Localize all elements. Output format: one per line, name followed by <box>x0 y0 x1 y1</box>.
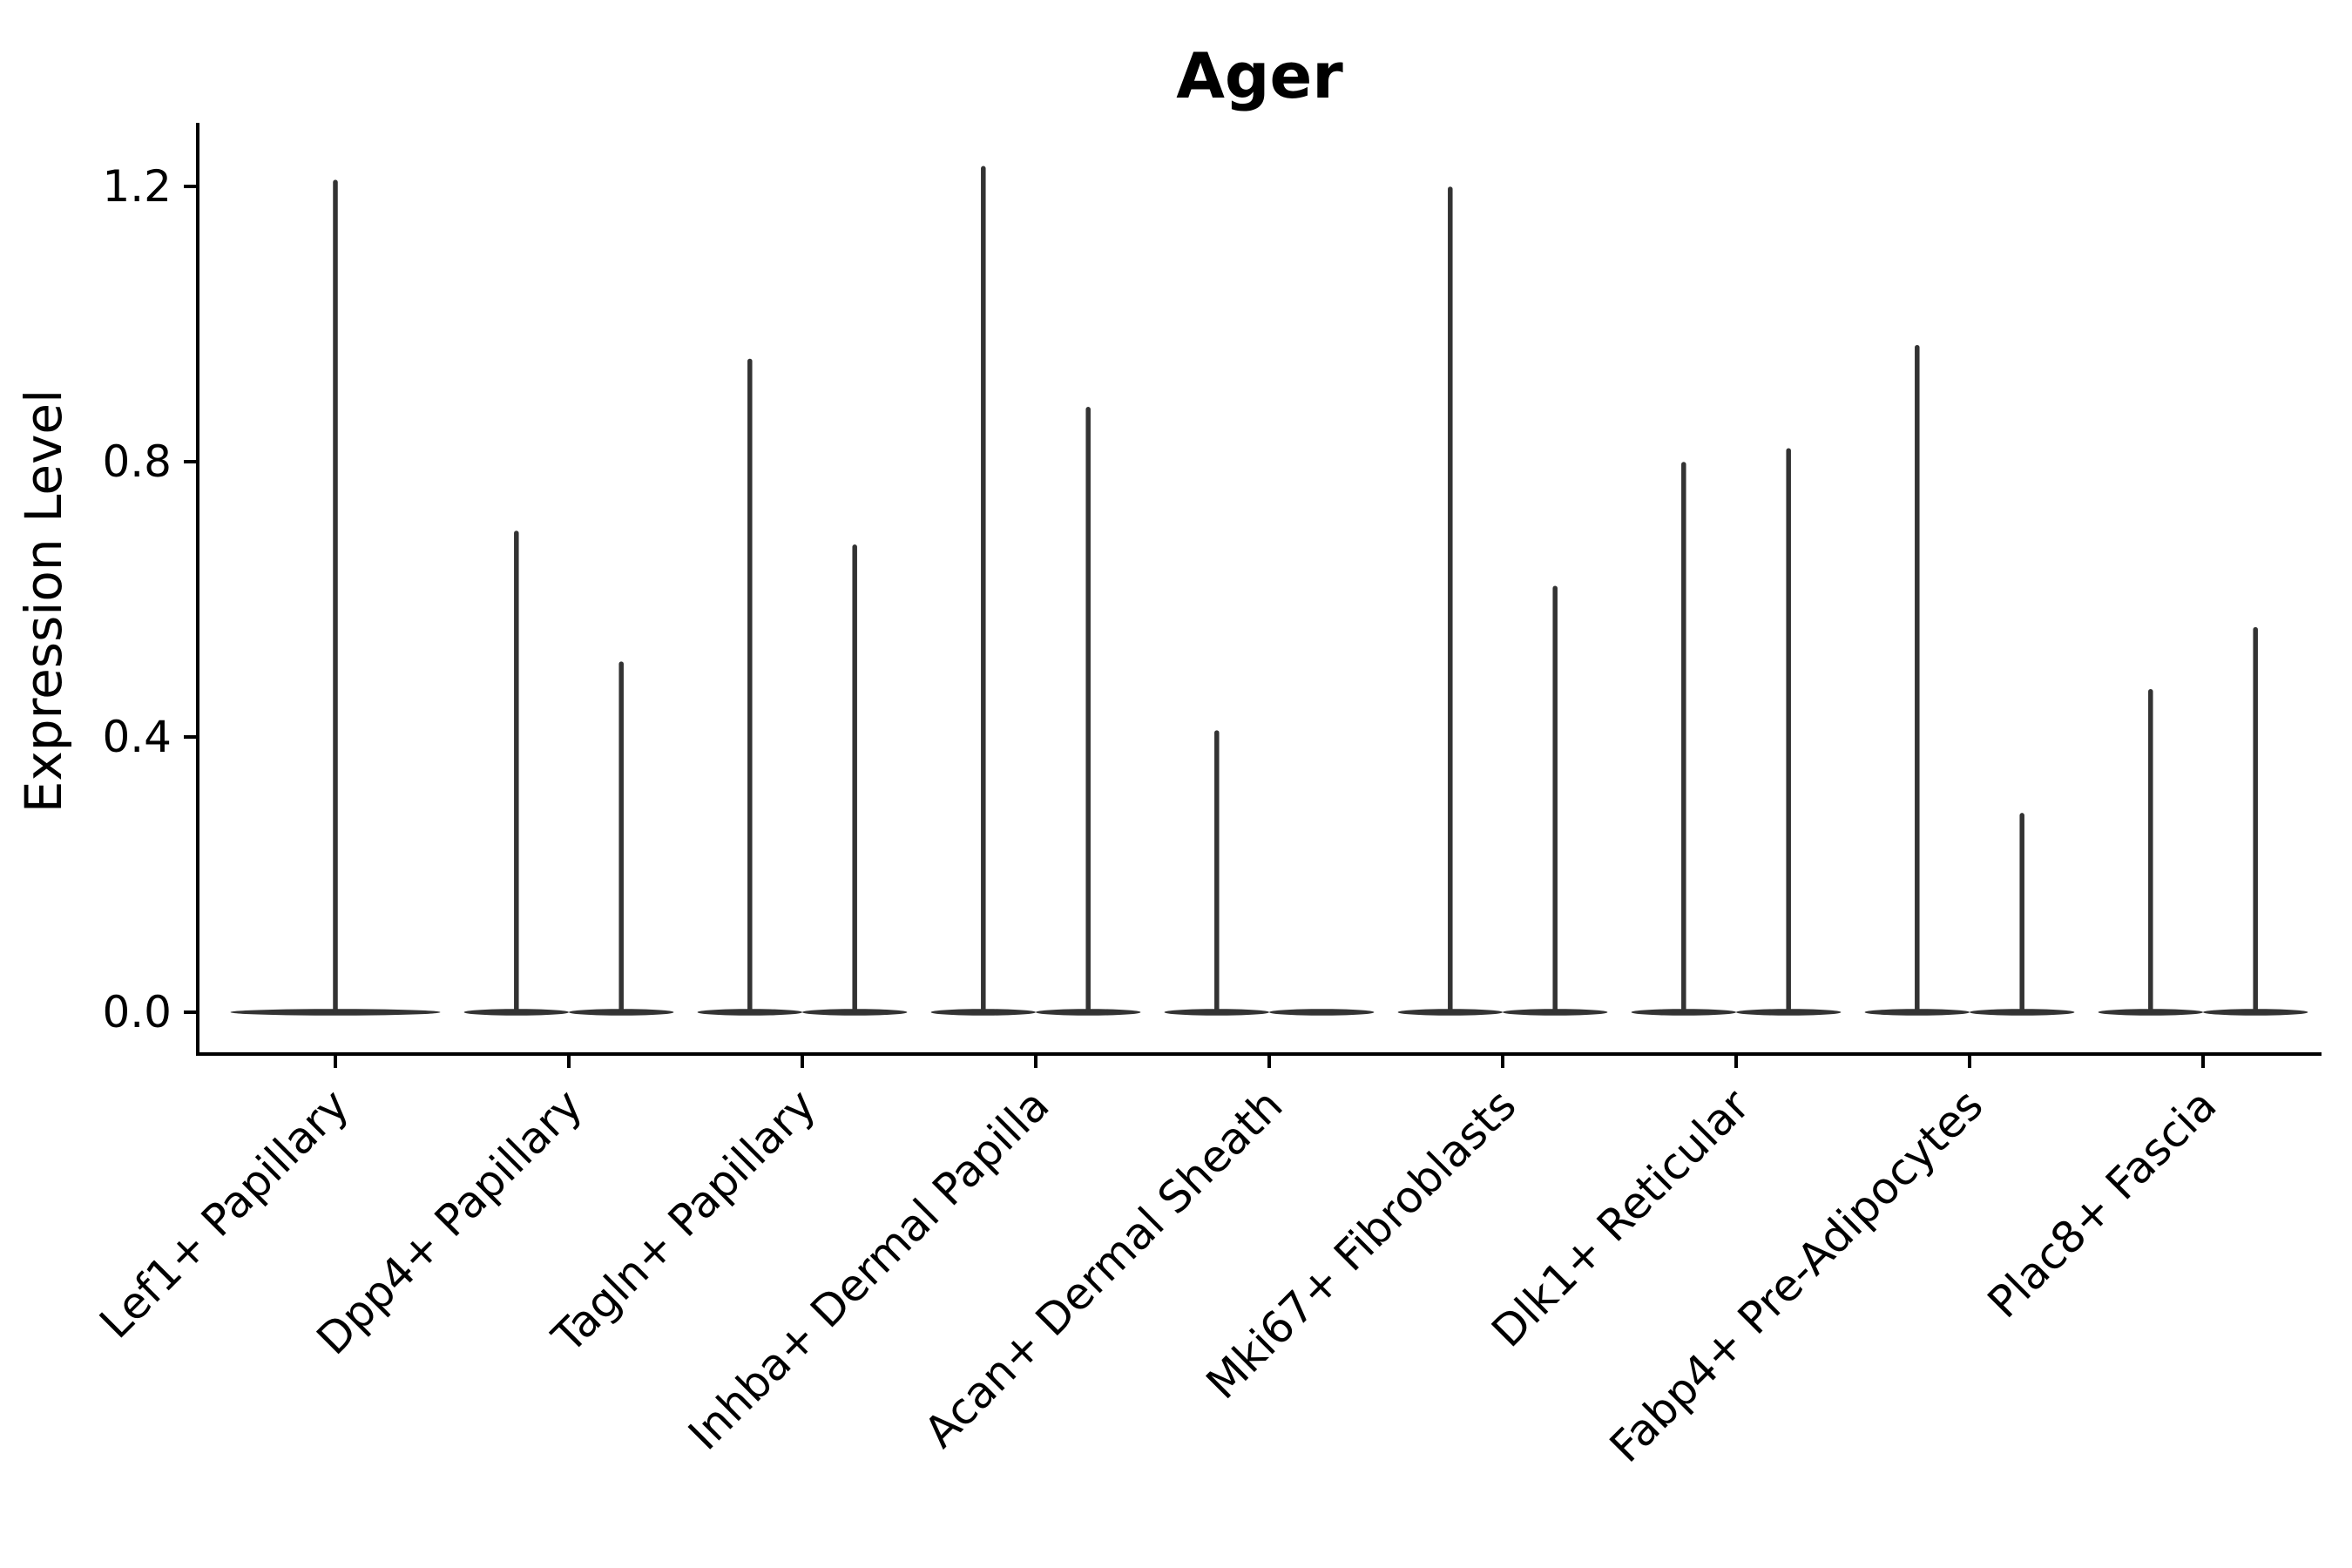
plot-title: Ager <box>1176 39 1343 112</box>
y-tick-label: 0.4 <box>102 712 172 762</box>
x-tick-label: Dlk1+ Reticular <box>1482 1079 1759 1356</box>
x-tick-label: Lef1+ Papillary <box>90 1079 358 1348</box>
y-axis-label: Expression Level <box>14 389 73 813</box>
violin-base <box>1269 1009 1375 1016</box>
y-tick-label: 0.0 <box>102 987 172 1037</box>
axes-layer <box>196 123 2322 1056</box>
y-tick-label: 1.2 <box>102 161 172 212</box>
y-tick-label: 0.8 <box>102 436 172 487</box>
x-tick-label: Plac8+ Fascia <box>1978 1079 2227 1328</box>
violins-layer <box>230 166 2308 1016</box>
x-tick-label: Fabp4+ Pre-Adipocytes <box>1600 1079 1993 1472</box>
